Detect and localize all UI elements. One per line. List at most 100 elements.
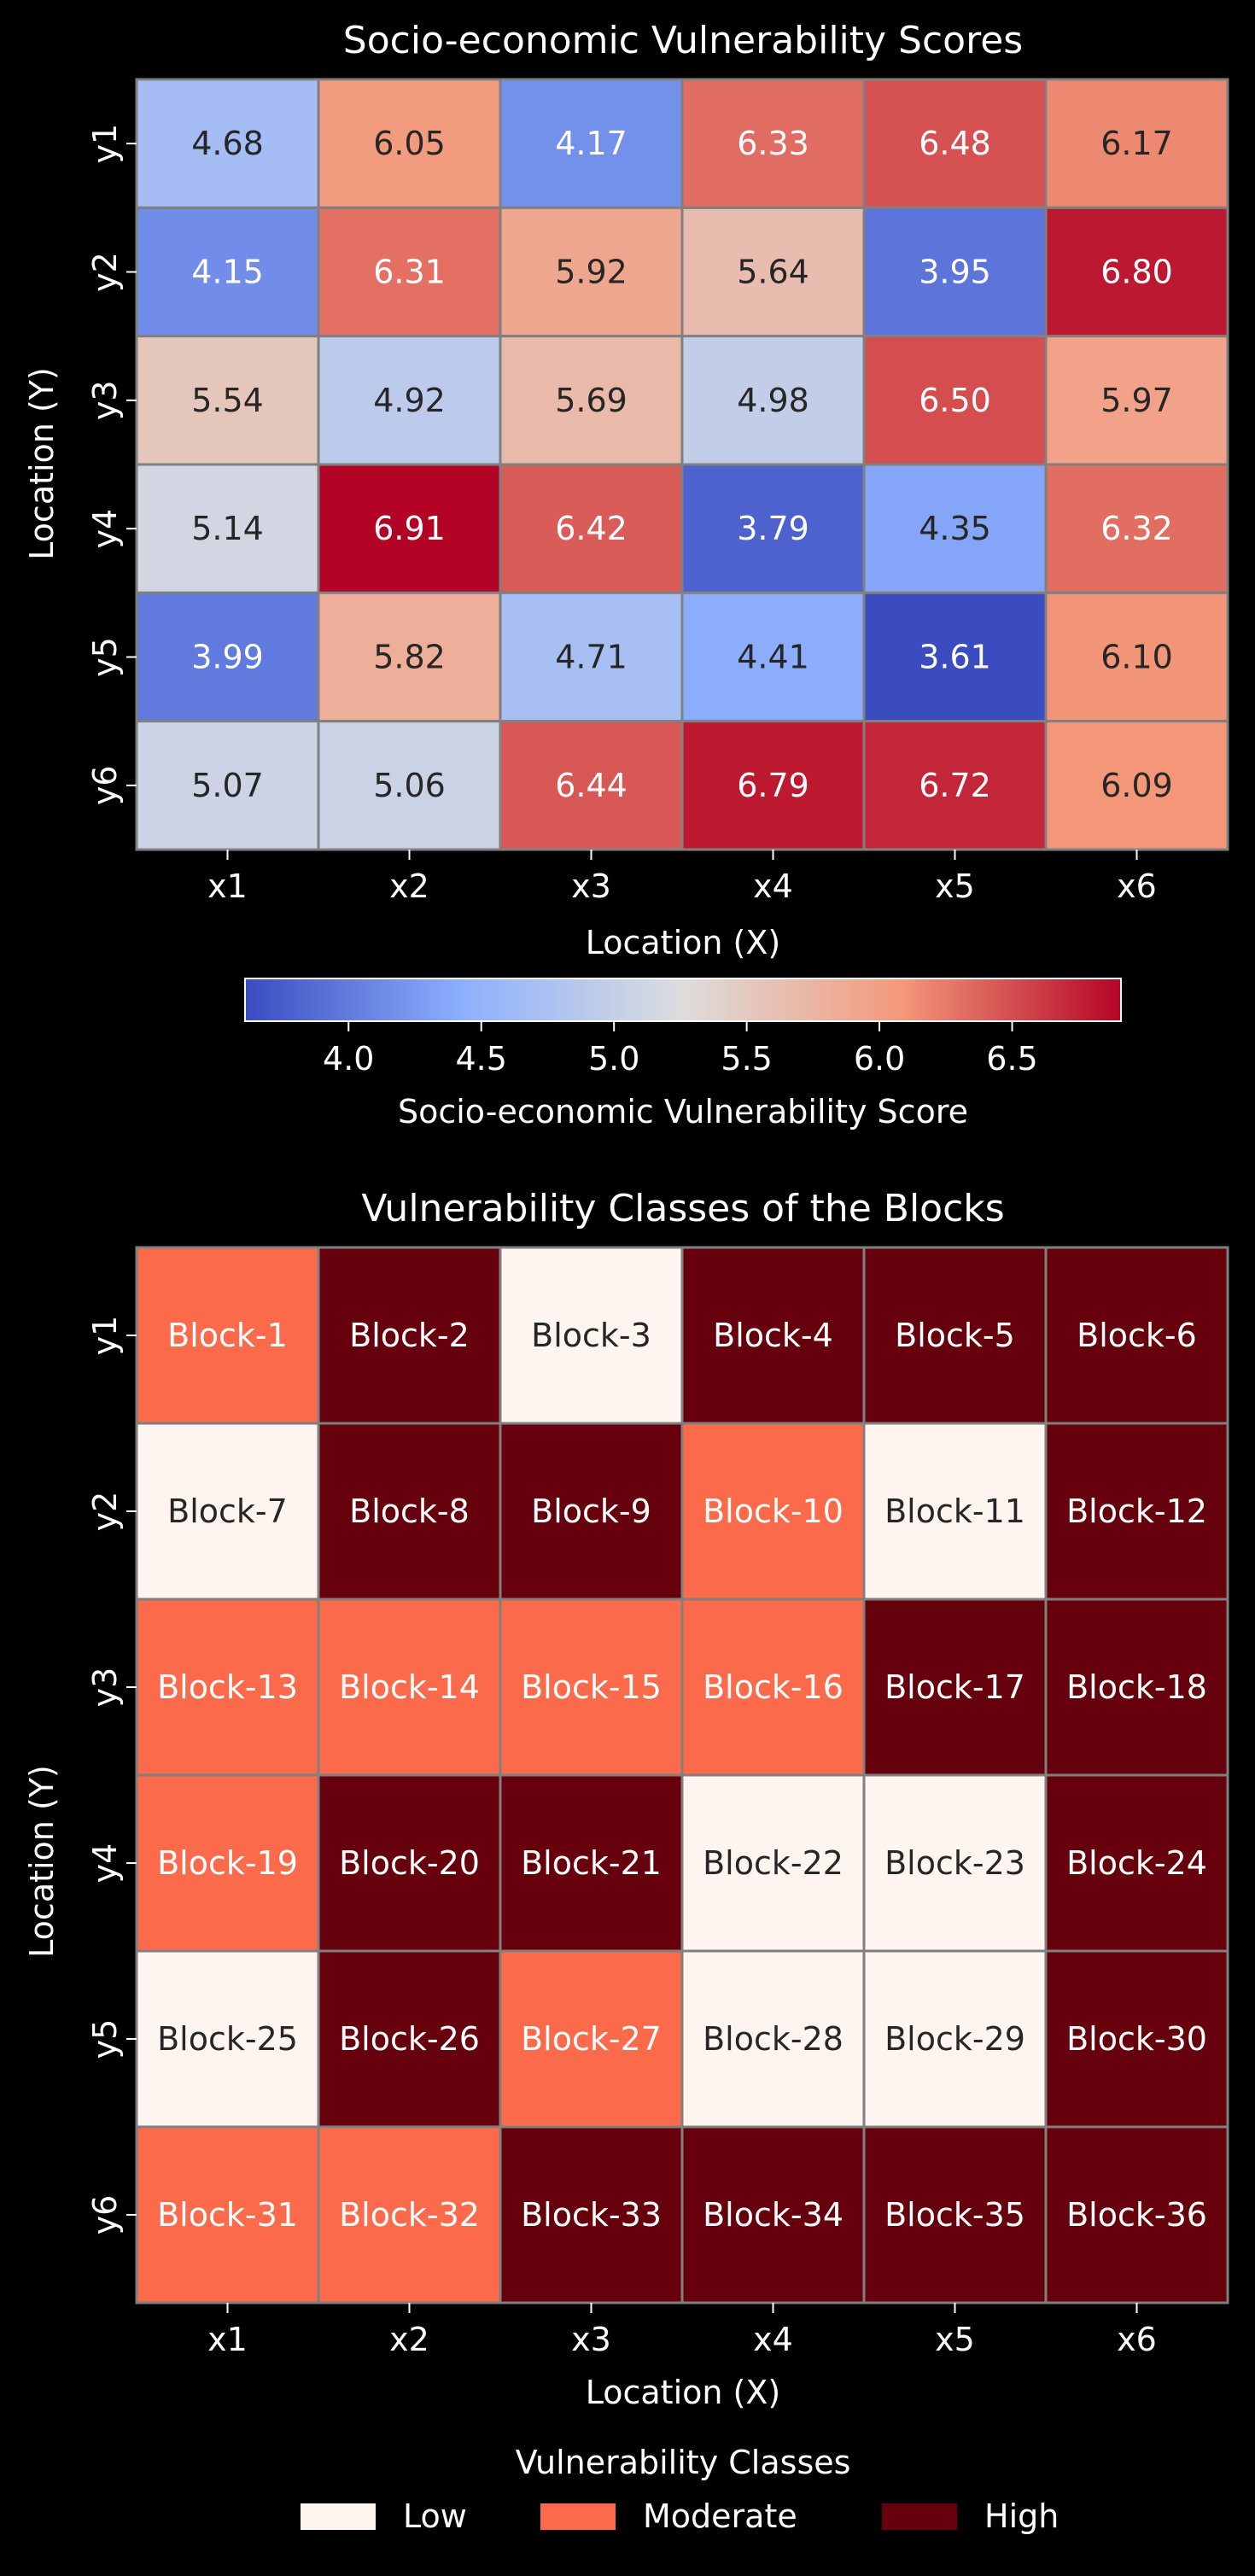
score-value-label: 5.06: [373, 767, 446, 804]
score-value-label: 5.54: [191, 382, 264, 419]
class-cell: [1044, 1773, 1229, 1953]
y-tick-label: y1: [86, 124, 124, 164]
block-label: Block-24: [1066, 1844, 1207, 1882]
y-tick-label: y6: [86, 2195, 124, 2235]
block-label: Block-16: [703, 1668, 843, 1706]
class-cell: [135, 1598, 320, 1777]
score-value-label: 4.17: [555, 125, 628, 162]
block-label: Block-23: [884, 1844, 1025, 1882]
score-value-label: 6.44: [555, 767, 628, 804]
x-tick-label: x2: [389, 867, 429, 905]
class-cell: [680, 1422, 866, 1601]
score-value-label: 5.14: [191, 510, 264, 547]
scores-x-tick-labels: x1 x2 x3 x4 x5 x6: [207, 850, 1157, 905]
class-cell: [499, 1246, 684, 1425]
class-cell: [499, 1773, 684, 1953]
scores-title: Socio-economic Vulnerability Scores: [343, 19, 1023, 62]
score-cell: [135, 720, 320, 851]
block-label: Block-11: [884, 1492, 1025, 1530]
class-cell: [680, 2125, 866, 2304]
class-cell: [317, 1422, 502, 1601]
y-tick-label: y2: [86, 1492, 124, 1532]
block-label: Block-22: [703, 1844, 843, 1882]
y-tick-label: y6: [86, 765, 124, 805]
scores-cells: 4.68 6.05 4.17 6.33 6.48 6.17 4.15 6.31 5.92 5.64…: [135, 78, 1229, 851]
colorbar-label: Socio-economic Vulnerability Score: [398, 1093, 968, 1130]
colorbar-tick-label: 6.0: [854, 1040, 905, 1078]
score-value-label: 6.31: [373, 254, 446, 291]
score-value-label: 6.91: [373, 510, 446, 547]
class-cell: [680, 1598, 866, 1777]
block-label: Block-8: [349, 1492, 470, 1530]
class-cell: [499, 1949, 684, 2129]
y-tick-label: y3: [86, 1668, 124, 1708]
y-tick-label: y2: [86, 252, 124, 292]
block-label: Block-26: [339, 2020, 480, 2058]
classes-cells: Block-1 Block-2 Block-3 Block-4 Block-5 Block…: [135, 1246, 1229, 2304]
colorbar-gradient: [244, 978, 1122, 1022]
class-cell: [680, 1246, 866, 1425]
block-label: Block-36: [1066, 2196, 1207, 2234]
classes-y-axis-label: Location (Y): [23, 1765, 61, 1958]
legend-swatch: [540, 2503, 616, 2530]
score-cell: [680, 206, 866, 338]
class-cell: [862, 1422, 1048, 1601]
class-cell: [317, 1949, 502, 2129]
y-tick-label: y5: [86, 2019, 124, 2059]
scores-heatmap: Socio-economic Vulnerability Scores 4.68…: [23, 19, 1229, 961]
block-label: Block-9: [531, 1492, 651, 1530]
block-label: Block-18: [1066, 1668, 1207, 1706]
score-cell: [862, 335, 1048, 466]
x-tick-label: x2: [389, 2321, 429, 2358]
scores-y-axis-label: Location (Y): [23, 367, 61, 560]
legend-swatch: [301, 2503, 376, 2530]
colorbar-tick-label: 4.5: [455, 1040, 506, 1078]
score-cell: [1044, 591, 1229, 723]
class-cell: [317, 2125, 502, 2304]
score-cell: [680, 591, 866, 723]
score-cell: [317, 335, 502, 466]
block-label: Block-3: [531, 1317, 651, 1354]
block-label: Block-25: [157, 2020, 298, 2058]
classes-y-tick-labels: y1 y2 y3 y4 y5 y6: [86, 1316, 137, 2235]
class-cell: [317, 1598, 502, 1777]
block-label: Block-19: [157, 1844, 298, 1882]
score-cell: [317, 78, 502, 209]
score-cell: [317, 463, 502, 594]
score-cell: [862, 591, 1048, 723]
score-cell: [680, 335, 866, 466]
x-tick-label: x4: [753, 2321, 793, 2358]
colorbar-tick-label: 4.0: [323, 1040, 374, 1078]
y-tick-label: y4: [86, 1843, 124, 1884]
score-value-label: 5.64: [737, 254, 809, 291]
score-value-label: 6.33: [737, 125, 809, 162]
block-label: Block-21: [521, 1844, 662, 1882]
class-cell: [499, 1422, 684, 1601]
score-value-label: 4.71: [555, 639, 628, 676]
score-value-label: 5.97: [1100, 382, 1173, 419]
block-label: Block-14: [339, 1668, 480, 1706]
block-label: Block-6: [1077, 1317, 1197, 1354]
y-tick-label: y3: [86, 380, 124, 420]
legend-title: Vulnerability Classes: [516, 2444, 851, 2481]
score-cell: [135, 591, 320, 723]
legend-label: Moderate: [643, 2497, 797, 2535]
block-label: Block-29: [884, 2020, 1025, 2058]
score-cell: [1044, 78, 1229, 209]
score-cell: [680, 463, 866, 594]
class-cell: [1044, 1246, 1229, 1425]
scores-y-tick-labels: y1 y2 y3 y4 y5 y6: [86, 124, 137, 805]
class-cell: [862, 1246, 1048, 1425]
block-label: Block-15: [521, 1668, 662, 1706]
score-value-label: 6.42: [555, 510, 628, 547]
score-value-label: 4.68: [191, 125, 264, 162]
score-value-label: 4.98: [737, 382, 809, 419]
colorbar-tick-label: 5.0: [588, 1040, 639, 1078]
y-tick-label: y5: [86, 637, 124, 677]
score-value-label: 6.32: [1100, 510, 1173, 547]
block-label: Block-2: [349, 1317, 470, 1354]
legend-swatch: [882, 2503, 957, 2530]
block-label: Block-13: [157, 1668, 298, 1706]
x-tick-label: x6: [1117, 2321, 1157, 2358]
block-label: Block-17: [884, 1668, 1025, 1706]
